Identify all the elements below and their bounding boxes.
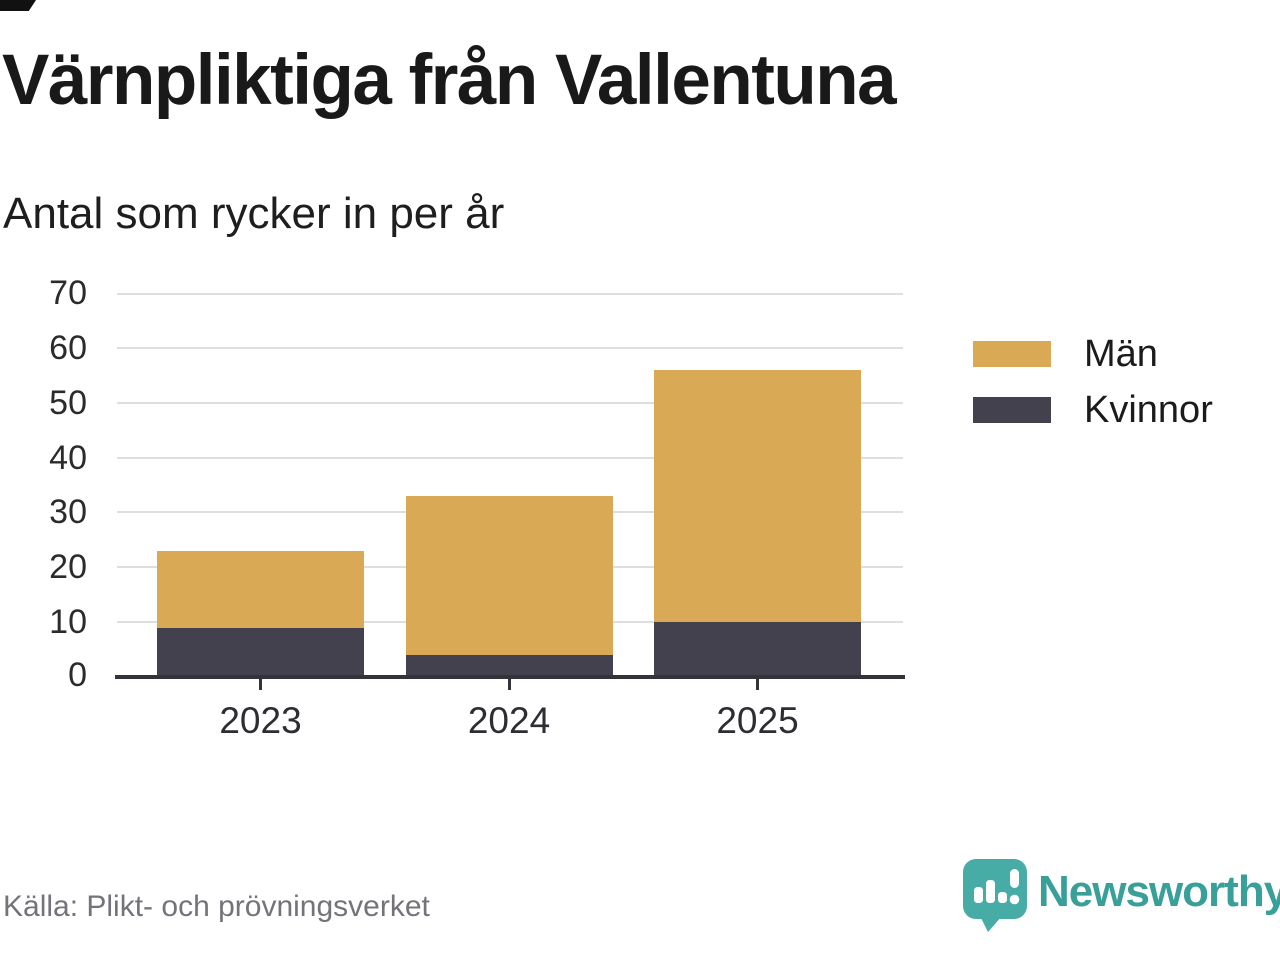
newsworthy-logo-icon <box>963 859 1027 932</box>
legend-label: Kvinnor <box>1084 389 1213 431</box>
y-tick-label: 50 <box>49 383 87 422</box>
bar-segment-män-2023 <box>157 550 364 628</box>
source-caption: Källa: Plikt- och prövningsverket <box>3 890 430 923</box>
bar-segment-män-2024 <box>405 495 613 656</box>
legend-label: Män <box>1084 333 1158 375</box>
bar-segment-kvinnor-2023 <box>157 627 364 677</box>
y-tick-label: 70 <box>49 274 87 312</box>
y-tick-label: 10 <box>49 603 87 642</box>
newsworthy-branding: Newsworthy <box>962 858 1280 934</box>
bar-segment-kvinnor-2024 <box>405 655 613 677</box>
x-axis-tick-2023 <box>259 679 262 690</box>
x-tick-label: 2023 <box>219 700 302 741</box>
gridline-70 <box>117 293 903 295</box>
y-tick-label: 60 <box>49 328 87 367</box>
legend-swatch <box>973 341 1051 367</box>
gridline-40 <box>117 456 903 459</box>
chart-title: Värnpliktiga från Vallentuna <box>2 41 897 120</box>
y-tick-label: 40 <box>49 438 87 477</box>
corner-mark <box>0 0 36 11</box>
y-tick-label: 30 <box>49 493 87 532</box>
chart-legend: Män Kvinnor <box>973 335 1213 453</box>
x-axis-baseline <box>115 675 905 679</box>
bar-segment-män-2025 <box>654 369 861 623</box>
legend-item-kvinnor: Kvinnor <box>973 391 1213 429</box>
gridline-50 <box>117 401 903 404</box>
x-tick-label: 2024 <box>467 700 551 741</box>
y-tick-label: 0 <box>68 656 87 694</box>
x-axis-tick-2024 <box>507 679 511 690</box>
plot-area <box>115 293 905 690</box>
gridline-60 <box>117 346 903 349</box>
chart-subtitle: Antal som rycker in per år <box>3 189 505 238</box>
y-tick-label: 20 <box>49 548 87 587</box>
newsworthy-wordmark: Newsworthy <box>1038 867 1280 916</box>
x-tick-label: 2025 <box>716 700 799 741</box>
bar-segment-kvinnor-2025 <box>654 622 861 677</box>
legend-swatch <box>973 397 1051 423</box>
x-axis-tick-2025 <box>756 679 759 690</box>
legend-item-män: Män <box>973 335 1213 373</box>
y-axis-labels: 0 10 20 30 40 50 60 70 <box>0 276 87 692</box>
